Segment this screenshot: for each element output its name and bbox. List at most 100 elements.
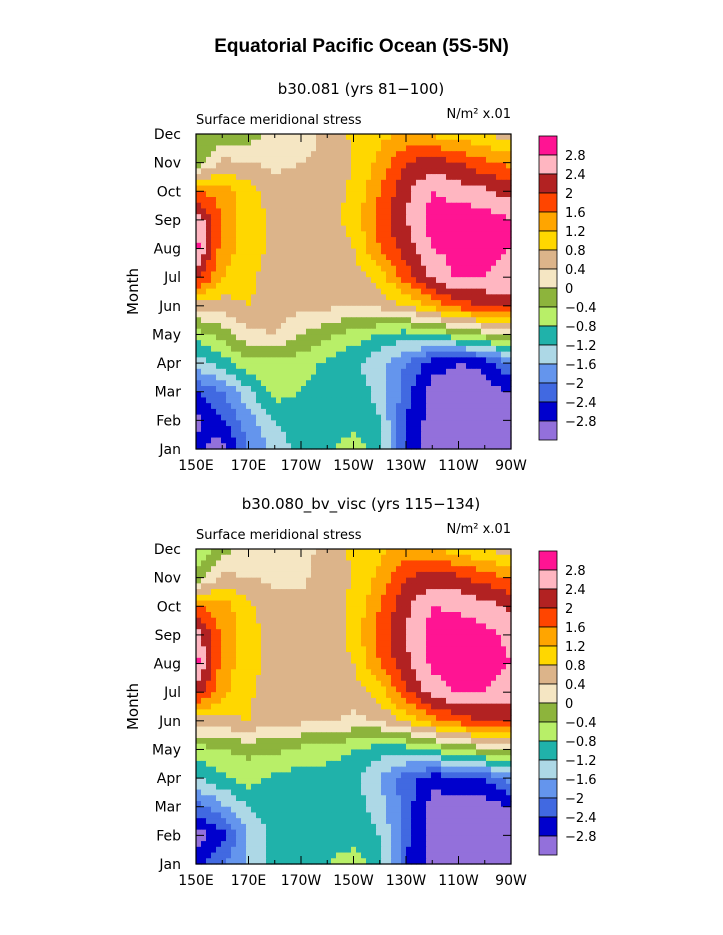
contour-cell [211,340,217,347]
contour-cell [381,151,387,158]
contour-cell [216,606,222,613]
contour-cell [296,277,302,284]
contour-cell [351,380,357,387]
contour-cell [471,577,477,584]
contour-cell [316,197,322,204]
contour-cell [391,191,397,198]
contour-cell [311,363,317,370]
contour-cell [456,374,462,381]
contour-cell [416,231,422,238]
contour-cell [296,374,302,381]
contour-cell [366,368,372,376]
contour-cell [391,554,397,562]
contour-cell [401,443,407,450]
contour-cell [421,225,427,232]
contour-cell [231,134,237,141]
contour-cell [366,179,372,187]
contour-cell [341,357,347,364]
contour-cell [406,265,412,273]
contour-cell [301,357,307,364]
contour-cell [351,403,357,410]
contour-cell [416,219,422,227]
contour-cell [471,391,477,399]
contour-cell [476,583,482,590]
contour-cell [246,277,252,284]
contour-cell [291,606,297,613]
contour-cell [506,248,512,255]
contour-cell [326,577,332,584]
contour-cell [456,426,462,433]
contour-cell [251,174,257,181]
contour-cell [231,640,237,647]
contour-cell [266,317,272,324]
contour-cell [351,583,357,590]
contour-cell [326,357,332,364]
contour-cell [481,174,487,181]
contour-cell [426,134,432,141]
contour-cell [271,380,277,387]
contour-cell [381,554,387,562]
contour-cell [501,185,507,192]
contour-cell [436,265,442,273]
contour-cell [451,208,457,215]
contour-cell [421,363,427,370]
contour-cell [216,254,222,261]
contour-cell [421,254,427,261]
contour-cell [401,391,407,399]
contour-cell [311,571,317,579]
contour-cell [391,288,397,295]
contour-cell [291,202,297,210]
contour-cell [256,437,262,444]
contour-cell [406,560,412,567]
contour-cell [416,408,422,416]
contour-cell [366,571,372,579]
contour-cell [316,208,322,215]
contour-cell [321,443,327,450]
contour-cell [301,345,307,353]
contour-cell [446,334,452,341]
contour-cell [491,612,497,619]
contour-cell [251,437,257,444]
contour-cell [456,397,462,404]
contour-cell [226,426,232,433]
contour-cell [381,594,387,602]
contour-cell [341,663,347,670]
contour-cell [356,386,362,393]
contour-cell [316,408,322,416]
contour-cell [446,174,452,181]
contour-cell [291,634,297,642]
contour-cell [466,583,472,590]
contour-cell [226,334,232,341]
contour-cell [306,134,312,141]
contour-cell [381,657,387,665]
contour-cell [441,560,447,567]
contour-cell [406,179,412,187]
contour-cell [336,657,342,665]
contour-cell [351,282,357,290]
contour-cell [386,357,392,364]
contour-cell [251,254,257,261]
contour-cell [371,145,377,152]
contour-cell [461,277,467,284]
contour-cell [261,277,267,284]
contour-cell [501,397,507,404]
contour-cell [456,254,462,261]
contour-cell [211,265,217,273]
contour-cell [346,156,352,164]
contour-cell [401,652,407,659]
contour-cell [401,231,407,238]
contour-cell [356,156,362,164]
contour-cell [291,426,297,433]
contour-cell [236,577,242,584]
contour-cell [261,197,267,204]
contour-cell [416,139,422,147]
contour-cell [496,583,502,590]
contour-cell [436,380,442,387]
contour-cell [501,219,507,227]
contour-cell [261,219,267,227]
contour-cell [361,231,367,238]
contour-cell [501,288,507,295]
contour-cell [426,328,432,336]
contour-cell [246,363,252,370]
contour-cell [271,571,277,579]
